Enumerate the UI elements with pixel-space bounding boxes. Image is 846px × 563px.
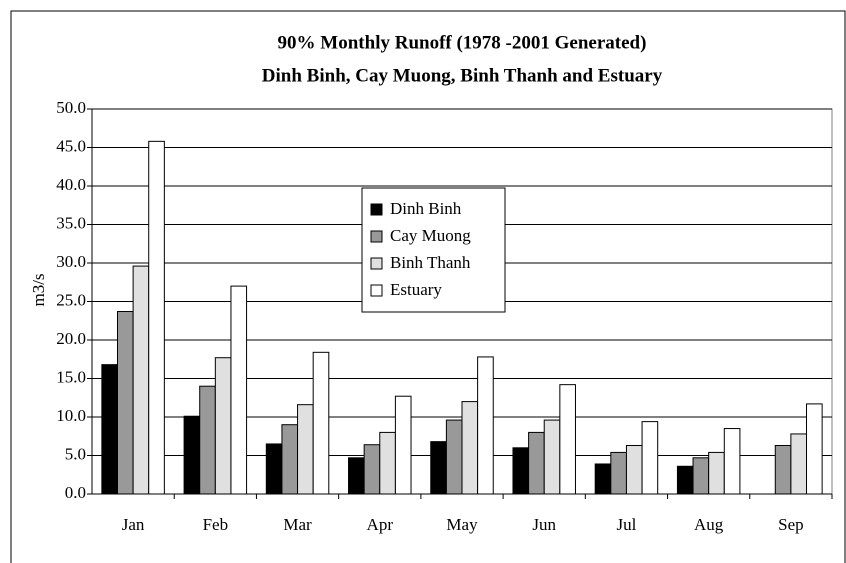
bar [312, 351, 330, 495]
x-tick-label: Sep [778, 515, 804, 534]
bar [394, 395, 412, 495]
bar [708, 451, 725, 495]
bar [512, 447, 530, 495]
bar [430, 441, 447, 495]
bar [148, 140, 165, 495]
bar [641, 421, 659, 495]
legend-swatch [370, 230, 383, 243]
bar [692, 457, 710, 495]
bar [363, 444, 381, 495]
y-tick-label: 50.0 [56, 98, 86, 117]
bar [477, 356, 494, 495]
bar [132, 265, 150, 495]
bar [723, 428, 741, 495]
bar [594, 463, 612, 495]
y-tick-label: 25.0 [56, 290, 86, 309]
legend-swatch [370, 203, 383, 216]
x-tick-label: May [446, 515, 478, 534]
legend-swatch [370, 257, 383, 270]
bar [379, 431, 396, 495]
y-tick-label: 10.0 [56, 406, 86, 425]
x-tick-label: Apr [367, 515, 394, 534]
x-tick-label: Aug [694, 515, 724, 534]
bar [806, 403, 823, 495]
bar [183, 415, 201, 495]
y-tick-label: 45.0 [56, 136, 86, 155]
bar [559, 384, 576, 495]
chart-subtitle: Dinh Binh, Cay Muong, Binh Thanh and Est… [262, 65, 663, 86]
x-tick-label: Jan [122, 515, 145, 534]
bar [101, 364, 118, 495]
y-tick-label: 40.0 [56, 175, 86, 194]
bar [790, 433, 808, 495]
y-tick-label: 0.0 [65, 483, 86, 502]
bar [199, 385, 216, 495]
y-tick-label: 30.0 [56, 252, 86, 271]
bar [445, 419, 463, 495]
x-tick-label: Jun [532, 515, 556, 534]
bar [348, 457, 365, 495]
bar [461, 401, 479, 495]
y-tick-label: 15.0 [56, 367, 86, 386]
bar [528, 431, 545, 495]
bar [676, 465, 694, 495]
legend-swatch [370, 284, 383, 297]
chart-title: 90% Monthly Runoff (1978 -2001 Generated… [278, 32, 647, 53]
bar [265, 443, 283, 495]
bar [214, 357, 232, 495]
legend-label: Cay Muong [390, 226, 471, 245]
bar [116, 311, 134, 495]
y-tick-label: 20.0 [56, 329, 86, 348]
x-tick-label: Mar [283, 515, 312, 534]
y-tick-label: 5.0 [65, 444, 86, 463]
bar [543, 419, 561, 495]
x-tick-label: Feb [203, 515, 229, 534]
bar [281, 424, 299, 495]
bar [230, 285, 248, 495]
bar [625, 444, 643, 495]
bar [610, 451, 627, 495]
x-tick-label: Jul [617, 515, 637, 534]
y-axis-label: m3/s [29, 273, 48, 306]
bar [774, 444, 792, 495]
legend-label: Binh Thanh [390, 253, 471, 272]
y-tick-label: 35.0 [56, 213, 86, 232]
legend-label: Dinh Binh [390, 199, 462, 218]
legend-label: Estuary [390, 280, 442, 299]
legend-box [361, 187, 506, 313]
bar [297, 404, 314, 495]
